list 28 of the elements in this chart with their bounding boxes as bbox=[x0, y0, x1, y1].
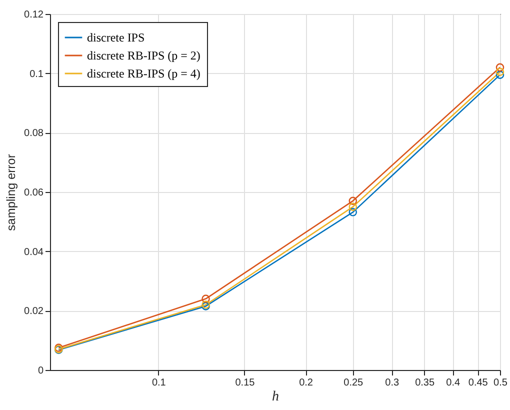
x-tick-label: 0.15 bbox=[235, 378, 256, 388]
x-tick-label: 0.4 bbox=[446, 378, 461, 388]
y-tick-label: 0.06 bbox=[24, 188, 44, 198]
point bbox=[348, 202, 358, 211]
x-tick-label: 0.1 bbox=[152, 378, 166, 388]
y-tick-label: 0.02 bbox=[24, 306, 44, 318]
legend-label: discrete RB-IPS (p = 2) bbox=[87, 48, 200, 62]
point bbox=[348, 208, 358, 216]
point bbox=[496, 70, 504, 79]
x-axis-title: h bbox=[272, 390, 279, 404]
x-tick-label: 0.2 bbox=[299, 378, 314, 388]
point bbox=[202, 294, 210, 303]
x-tick-label: 0.35 bbox=[415, 378, 435, 388]
y-tick-label: 0.08 bbox=[24, 128, 44, 140]
y-axis-title: sampling error bbox=[4, 154, 18, 231]
x-tick-label: 0.25 bbox=[344, 378, 364, 388]
legend-label: discrete RB-IPS (p = 4) bbox=[87, 66, 200, 80]
point bbox=[496, 68, 504, 76]
point bbox=[348, 196, 358, 206]
y-tick-label: 0 bbox=[38, 366, 44, 376]
x-tick-label: 0.45 bbox=[468, 378, 488, 388]
legend-label: discrete IPS bbox=[87, 30, 145, 44]
x-tick-label: 0.3 bbox=[385, 378, 400, 388]
point bbox=[496, 63, 504, 72]
x-tick-label: 0.5 bbox=[494, 378, 508, 388]
y-tick-label: 0.12 bbox=[24, 10, 44, 20]
y-tick-label: 0.04 bbox=[24, 246, 44, 258]
y-tick-label: 0.1 bbox=[30, 68, 44, 80]
